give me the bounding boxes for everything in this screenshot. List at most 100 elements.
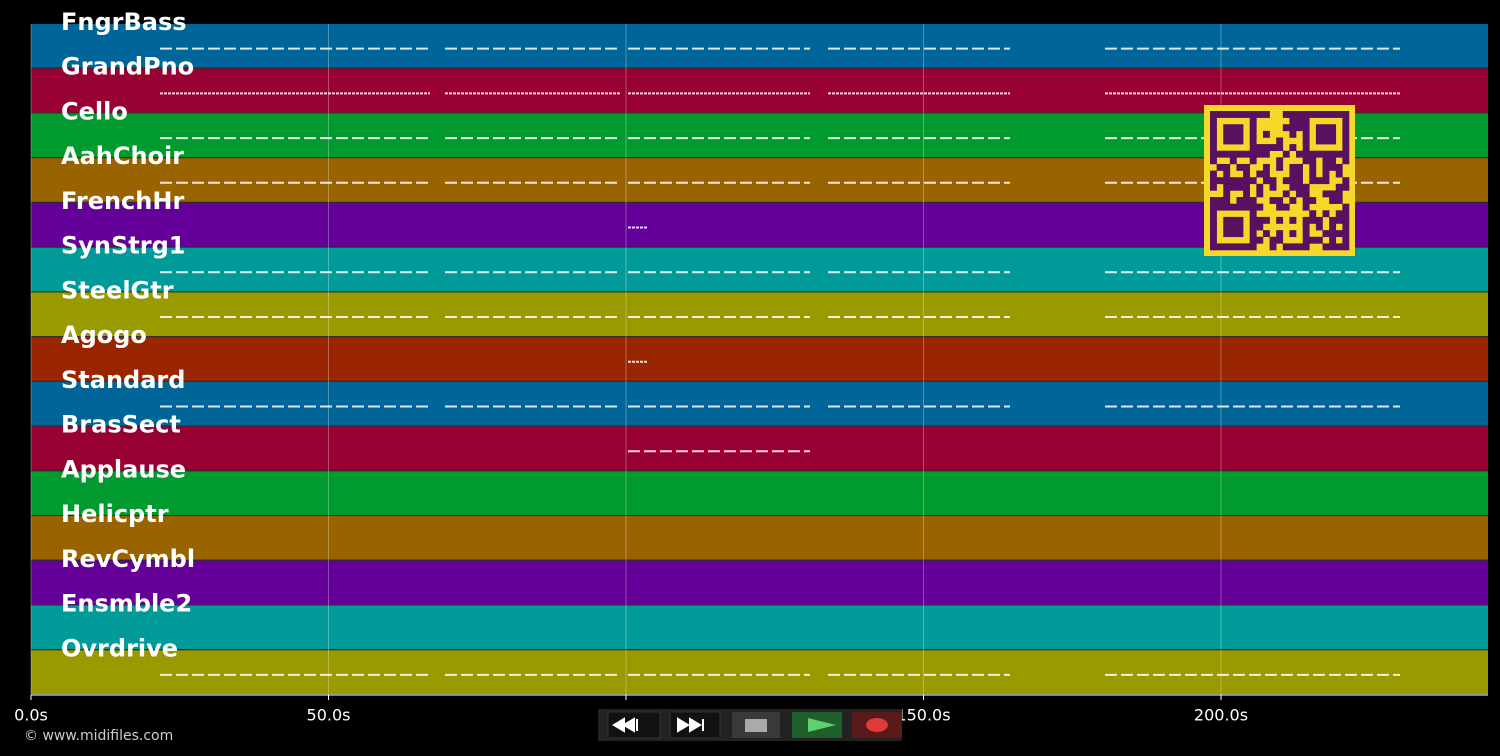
qr-cell bbox=[1256, 236, 1264, 244]
qr-cell bbox=[1210, 236, 1217, 244]
tick-label: 0.0s bbox=[14, 706, 48, 725]
qr-cell bbox=[1223, 137, 1231, 145]
track-name: Standard bbox=[61, 366, 185, 394]
qr-cell bbox=[1216, 163, 1224, 171]
qr-cell bbox=[1249, 197, 1257, 204]
qr-cell bbox=[1342, 243, 1350, 251]
qr-cell bbox=[1309, 170, 1317, 178]
icon bbox=[677, 717, 704, 733]
qr-cell bbox=[1236, 183, 1244, 191]
qr-cell bbox=[1243, 183, 1251, 191]
qr-cell bbox=[1236, 216, 1244, 224]
qr-cell bbox=[1335, 111, 1343, 118]
qr-cell bbox=[1309, 150, 1317, 158]
qr-cell bbox=[1269, 183, 1277, 191]
qr-cell bbox=[1315, 177, 1323, 185]
qr-cell bbox=[1302, 117, 1310, 125]
track-lane bbox=[31, 24, 1488, 68]
qr-cell bbox=[1309, 177, 1317, 185]
qr-cell bbox=[1249, 124, 1257, 132]
track-name: Agogo bbox=[61, 321, 147, 349]
qr-cell bbox=[1302, 203, 1310, 211]
stop-button[interactable] bbox=[732, 712, 780, 738]
qr-cell bbox=[1309, 216, 1317, 224]
qr-cell bbox=[1322, 177, 1330, 185]
qr-cell bbox=[1315, 137, 1323, 145]
qr-cell bbox=[1342, 210, 1350, 218]
qr-cell bbox=[1223, 130, 1231, 138]
track-lane bbox=[31, 426, 1488, 471]
qr-cell bbox=[1223, 177, 1231, 185]
qr-cell bbox=[1302, 216, 1310, 224]
qr-cell bbox=[1256, 170, 1264, 178]
icon bbox=[612, 717, 638, 733]
qr-cell bbox=[1249, 117, 1257, 125]
qr-cell bbox=[1229, 216, 1237, 224]
qr-cell bbox=[1309, 111, 1317, 118]
qr-cell bbox=[1342, 236, 1350, 244]
qr-cell bbox=[1315, 124, 1323, 132]
qr-cell bbox=[1342, 183, 1350, 191]
record-button[interactable] bbox=[852, 712, 902, 738]
qr-cell bbox=[1249, 216, 1257, 224]
qr-cell bbox=[1269, 243, 1277, 251]
qr-cell bbox=[1236, 163, 1244, 171]
qr-cell bbox=[1322, 150, 1330, 158]
qr-cell bbox=[1335, 216, 1343, 224]
qr-cell bbox=[1249, 137, 1257, 145]
qr-cell bbox=[1282, 150, 1290, 158]
qr-cell bbox=[1210, 183, 1217, 191]
qr-cell bbox=[1262, 111, 1270, 118]
qr-cell bbox=[1296, 150, 1303, 158]
track-name: AahChoir bbox=[61, 142, 184, 170]
track-name: GrandPno bbox=[61, 53, 194, 81]
qr-cell bbox=[1342, 124, 1350, 132]
qr-cell bbox=[1223, 111, 1231, 118]
qr-cell bbox=[1302, 111, 1310, 118]
track-name: Ensmble2 bbox=[61, 590, 192, 618]
qr-cell bbox=[1223, 216, 1231, 224]
qr-cell bbox=[1210, 137, 1217, 145]
qr-cell bbox=[1289, 177, 1297, 185]
track-lane bbox=[31, 292, 1488, 337]
fast-forward-button[interactable] bbox=[669, 711, 721, 739]
qr-cell bbox=[1322, 190, 1330, 198]
qr-cell bbox=[1315, 150, 1323, 158]
track-name: Ovrdrive bbox=[61, 634, 178, 662]
qr-cell bbox=[1243, 177, 1251, 185]
rewind-button[interactable] bbox=[607, 711, 661, 739]
qr-cell bbox=[1249, 150, 1257, 158]
qr-cell bbox=[1309, 157, 1317, 165]
qr-cell bbox=[1243, 203, 1251, 211]
qr-cell bbox=[1322, 157, 1330, 165]
qr-cell bbox=[1296, 111, 1303, 118]
qr-cell bbox=[1309, 210, 1317, 218]
qr-cell bbox=[1229, 177, 1237, 185]
qr-cell bbox=[1342, 130, 1350, 138]
qr-cell bbox=[1210, 223, 1217, 231]
qr-cell bbox=[1229, 183, 1237, 191]
qr-cell bbox=[1315, 111, 1323, 118]
qr-cell bbox=[1262, 130, 1270, 138]
qr-cell bbox=[1335, 243, 1343, 251]
qr-cell bbox=[1210, 216, 1217, 224]
qr-cell bbox=[1229, 157, 1237, 165]
qr-cell bbox=[1276, 197, 1284, 204]
qr-cell bbox=[1335, 183, 1343, 191]
qr-cell bbox=[1276, 163, 1284, 171]
qr-cell bbox=[1276, 144, 1284, 152]
qr-cell bbox=[1249, 210, 1257, 218]
qr-cell bbox=[1302, 243, 1310, 251]
qr-cell bbox=[1216, 150, 1224, 158]
qr-cell bbox=[1210, 157, 1217, 165]
qr-cell bbox=[1216, 203, 1224, 211]
qr-cell bbox=[1256, 183, 1264, 191]
qr-cell bbox=[1210, 177, 1217, 185]
qr-cell bbox=[1223, 243, 1231, 251]
track-lane bbox=[31, 471, 1488, 516]
icon bbox=[866, 718, 888, 732]
track-lane bbox=[31, 560, 1488, 605]
qr-cell bbox=[1229, 124, 1237, 132]
play-button[interactable] bbox=[792, 712, 842, 738]
qr-cell bbox=[1309, 197, 1317, 204]
